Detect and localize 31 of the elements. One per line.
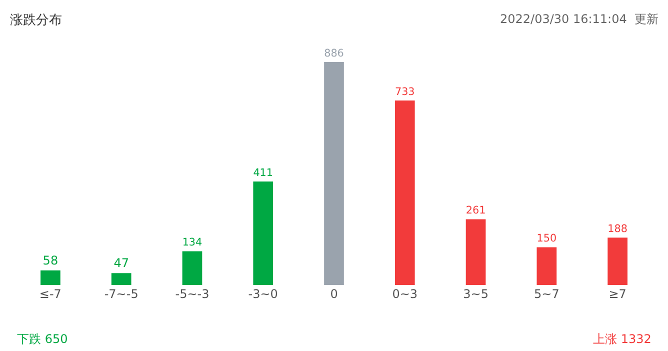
x-tick-label: -5~-3: [175, 287, 210, 301]
data-label: 188: [608, 223, 628, 236]
text: 下跌 650: [17, 332, 68, 346]
data-label: 47: [114, 256, 129, 270]
x-tick-label: 5~7: [534, 287, 560, 301]
x-tick-label: 3~5: [463, 287, 488, 301]
data-label: 150: [536, 232, 557, 245]
data-label: 261: [466, 204, 486, 217]
x-tick-label: ≥7: [608, 287, 626, 301]
bar: [253, 182, 274, 285]
bar: [536, 247, 557, 285]
x-tick-label: 0: [330, 287, 338, 301]
bar: [466, 219, 486, 285]
data-label: 134: [182, 236, 203, 249]
x-tick-label: -3~0: [248, 287, 278, 301]
bar: [40, 270, 60, 285]
x-tick-label: ≤-7: [39, 287, 62, 301]
x-tick-label: -7~-5: [104, 287, 138, 301]
chart-title: 涨跌分布: [10, 13, 62, 28]
data-label: 733: [394, 86, 415, 98]
bar: [324, 62, 344, 285]
data-label: 58: [42, 253, 58, 268]
data-label: 886: [324, 47, 344, 60]
bar: [182, 251, 202, 285]
text: 2022/03/30 16:11:04 更新: [500, 12, 659, 26]
data-label: 411: [253, 166, 274, 179]
x-tick-label: 0~3: [392, 287, 418, 301]
bar: [111, 273, 132, 285]
text: 上涨 1332: [593, 332, 652, 346]
bar: [394, 100, 415, 285]
bar: [608, 238, 628, 285]
